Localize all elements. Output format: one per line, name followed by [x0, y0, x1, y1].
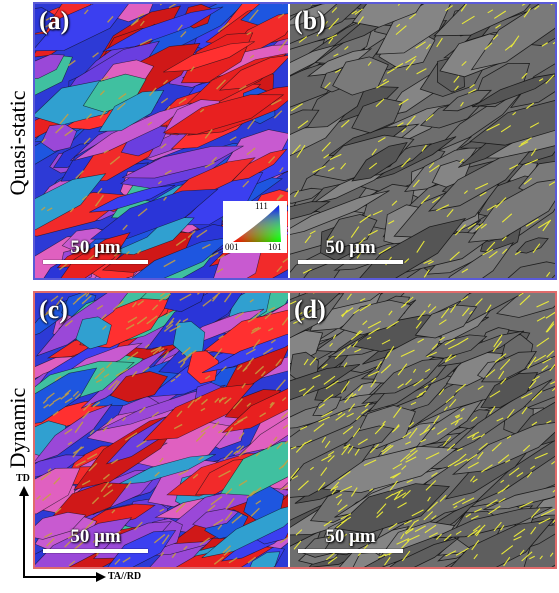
ipf-label-111: 111 — [255, 201, 268, 211]
right-arrow-icon — [96, 572, 106, 582]
scale-bar-text: 50 μm — [325, 526, 376, 547]
panel-c-ipf-map: (c) 50 μm — [35, 293, 288, 567]
panel-c-label: (c) — [39, 295, 68, 324]
dynamic-frame — [33, 291, 557, 569]
panel-d-band-contrast: (d) 50 μm — [290, 293, 555, 567]
scale-bar: 50 μm — [43, 527, 148, 553]
scale-bar-text: 50 μm — [325, 237, 376, 258]
rd-axis-label: TA//RD — [108, 571, 142, 582]
row-label-text: Quasi-static — [5, 90, 30, 196]
scale-bar-line — [298, 260, 403, 264]
row-label-text: Dynamic — [5, 387, 30, 469]
ipf-label-101: 101 — [268, 242, 282, 252]
panel-a-ipf-map: (a) 50 μm 111 001 101 — [35, 4, 288, 278]
scale-bar: 50 μm — [298, 527, 403, 553]
td-axis-label: TD — [16, 473, 30, 484]
scale-bar-text: 50 μm — [70, 526, 121, 547]
scale-bar-line — [298, 549, 403, 553]
micrograph-image — [290, 4, 555, 278]
micrograph-image — [290, 293, 555, 567]
ipf-label-001: 001 — [225, 242, 239, 252]
scale-bar-line — [43, 549, 148, 553]
axes-arrows — [19, 486, 106, 582]
up-arrow-icon — [19, 486, 29, 496]
ipf-color-key: 111 001 101 — [223, 201, 287, 253]
ipf-triangle-icon — [233, 205, 281, 242]
scale-bar: 50 μm — [298, 238, 403, 264]
micrograph-image — [35, 293, 288, 567]
scale-bar: 50 μm — [43, 238, 148, 264]
quasi-static-frame — [33, 2, 557, 280]
scale-bar-line — [43, 260, 148, 264]
panel-d-label: (d) — [294, 295, 326, 324]
panel-b-label: (b) — [294, 6, 326, 35]
scale-bar-text: 50 μm — [70, 237, 121, 258]
panel-a-label: (a) — [39, 6, 70, 35]
panel-b-band-contrast: (b) 50 μm — [290, 4, 555, 278]
